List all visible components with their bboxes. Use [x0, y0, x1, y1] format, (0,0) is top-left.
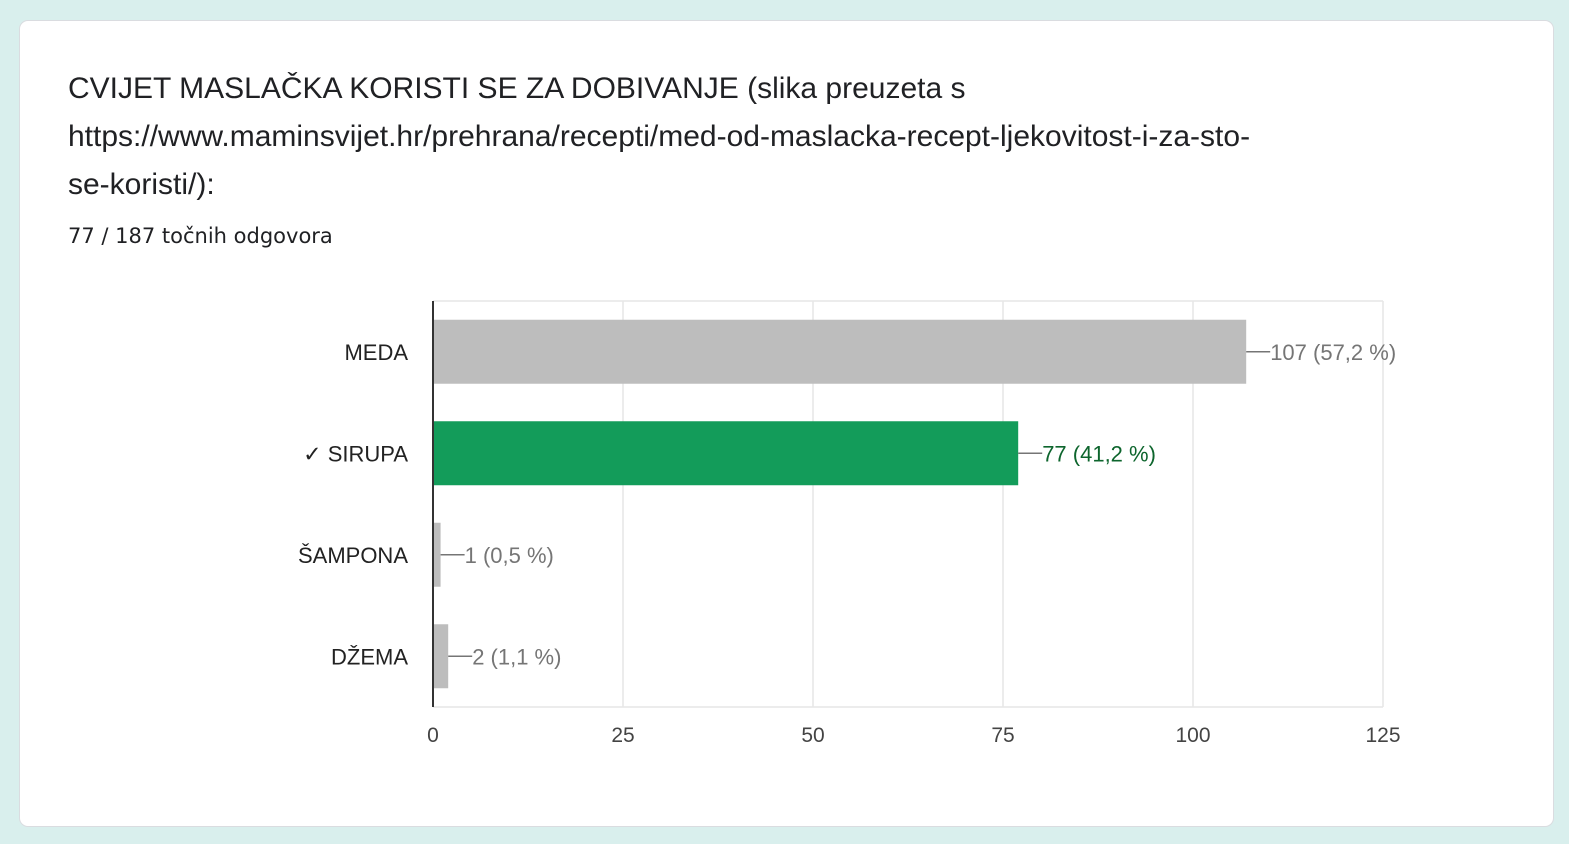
- bar: [433, 319, 1247, 384]
- x-tick-label: 100: [1175, 724, 1210, 747]
- question-summary-card: CVIJET MASLAČKA KORISTI SE ZA DOBIVANJE …: [19, 20, 1554, 827]
- x-tick-label: 25: [611, 724, 634, 747]
- bar: [433, 522, 441, 587]
- category-label: ✓ SIRUPA: [303, 441, 408, 466]
- category-label: ŠAMPONA: [298, 543, 408, 568]
- data-label: 107 (57,2 %): [1270, 340, 1396, 365]
- x-tick-label: 0: [427, 724, 439, 747]
- question-title-line: https://www.maminsvijet.hr/prehrana/rece…: [68, 120, 1251, 153]
- data-label: 1 (0,5 %): [465, 543, 554, 568]
- data-label: 77 (41,2 %): [1042, 441, 1156, 466]
- x-tick-label: 125: [1365, 724, 1400, 747]
- x-tick-label: 50: [801, 724, 824, 747]
- category-label: MEDA: [344, 340, 408, 365]
- bar: [433, 624, 449, 689]
- x-tick-label: 75: [991, 724, 1014, 747]
- question-title-line: CVIJET MASLAČKA KORISTI SE ZA DOBIVANJE …: [68, 72, 966, 105]
- question-title-line: se-koristi/):: [68, 168, 215, 201]
- correct-answers-count: 77 / 187 točnih odgovora: [68, 224, 333, 248]
- bar: [433, 421, 1019, 486]
- data-label: 2 (1,1 %): [472, 644, 561, 669]
- question-title: CVIJET MASLAČKA KORISTI SE ZA DOBIVANJE …: [68, 65, 1448, 209]
- category-label: DŽEMA: [331, 644, 408, 669]
